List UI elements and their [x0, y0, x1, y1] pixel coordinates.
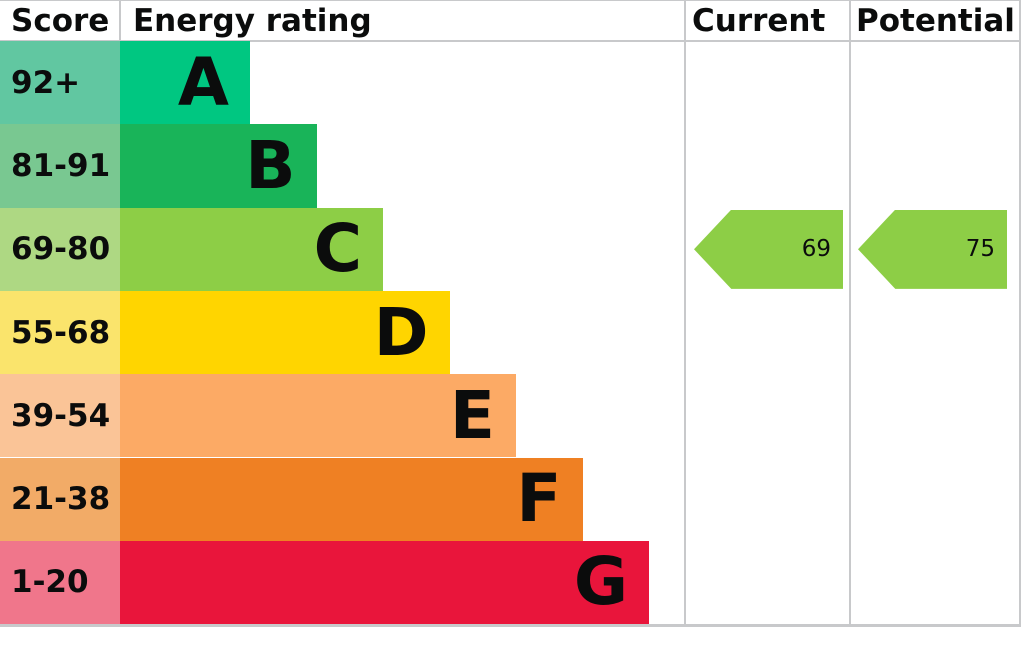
band-score-range-f: 21-38 [0, 457, 120, 541]
right-border [1019, 0, 1021, 626]
potential-column-divider [849, 0, 851, 626]
header-underline [0, 40, 1021, 42]
band-letter-g: G [573, 543, 628, 621]
band-bar-d: D [120, 290, 450, 375]
band-letter-f: F [516, 460, 562, 538]
potential-column-header: Potential [856, 2, 1015, 39]
bottom-border [0, 624, 1021, 627]
band-score-range-e: 39-54 [0, 374, 120, 458]
band-letter-c: C [313, 210, 362, 288]
current-rating-arrow: 69 [694, 209, 843, 289]
header-score-divider [119, 0, 121, 41]
band-score-range-a: 92+ [0, 41, 120, 125]
potential-rating-arrow: 75 [858, 209, 1007, 289]
band-bar-g: G [120, 540, 649, 625]
band-bar-e: E [120, 374, 516, 458]
band-bar-a: A [120, 41, 250, 125]
band-bar-b: B [120, 124, 317, 208]
band-score-range-g: 1-20 [0, 540, 120, 625]
current-column-header: Current [692, 2, 826, 39]
band-score-range-b: 81-91 [0, 124, 120, 208]
band-letter-d: D [373, 293, 429, 371]
current-rating-value: 69 [801, 236, 831, 263]
band-score-range-c: 69-80 [0, 207, 120, 291]
energy-rating-column-header: Energy rating [133, 2, 372, 39]
band-letter-e: E [449, 376, 495, 454]
band-letter-a: A [177, 43, 229, 121]
current-column-divider [684, 0, 686, 626]
top-border [0, 0, 1021, 1]
score-column-header: Score [11, 2, 110, 39]
potential-rating-value: 75 [965, 236, 995, 263]
band-score-range-d: 55-68 [0, 290, 120, 375]
band-bar-c: C [120, 207, 383, 291]
band-bar-f: F [120, 457, 583, 541]
band-letter-b: B [245, 126, 296, 204]
